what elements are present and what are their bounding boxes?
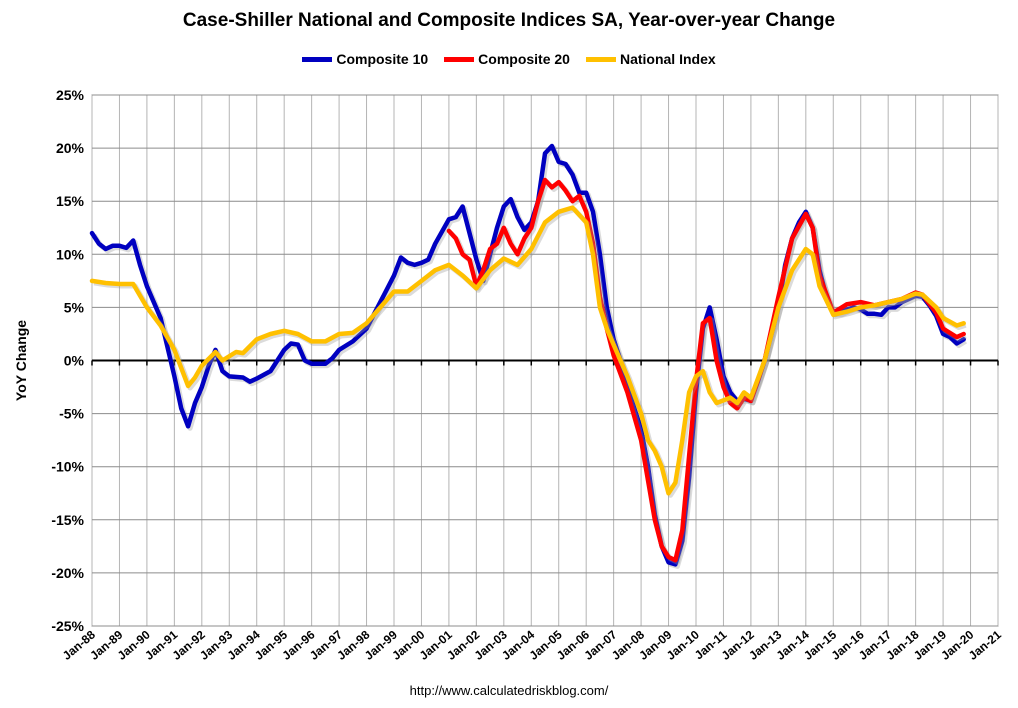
legend-item-national-index: National Index: [585, 51, 716, 67]
y-tick-label: 10%: [56, 246, 85, 262]
series-line-composite-20: [446, 177, 966, 563]
y-axis-label: YoY Change: [13, 320, 29, 401]
y-tick-label: 0%: [64, 353, 85, 369]
legend-swatch: [444, 56, 475, 62]
y-tick-label: -10%: [51, 459, 84, 475]
series-line-national-index: [89, 205, 966, 496]
legend-label: Composite 10: [336, 51, 429, 67]
y-tick-label: -5%: [59, 406, 84, 422]
y-tick-label: 20%: [56, 140, 85, 156]
y-tick-label: -15%: [51, 512, 84, 528]
y-tick-label: -20%: [51, 565, 84, 581]
legend-swatch: [585, 56, 616, 62]
legend-item-composite-20: Composite 20: [444, 51, 570, 67]
legend-swatch: [302, 56, 333, 62]
y-tick-label: 5%: [64, 299, 85, 315]
y-tick-label: 15%: [56, 193, 85, 209]
source-url: http://www.calculatedriskblog.com/: [409, 683, 609, 698]
legend: Composite 10 Composite 20 National Index: [0, 51, 1018, 67]
chart-title: Case-Shiller National and Composite Indi…: [182, 10, 836, 31]
legend-label: National Index: [619, 51, 716, 67]
y-tick-label: -25%: [51, 618, 84, 634]
legend-label: Composite 20: [478, 51, 570, 67]
legend-item-composite-10: Composite 10: [302, 51, 428, 67]
y-tick-label: 25%: [56, 87, 85, 103]
